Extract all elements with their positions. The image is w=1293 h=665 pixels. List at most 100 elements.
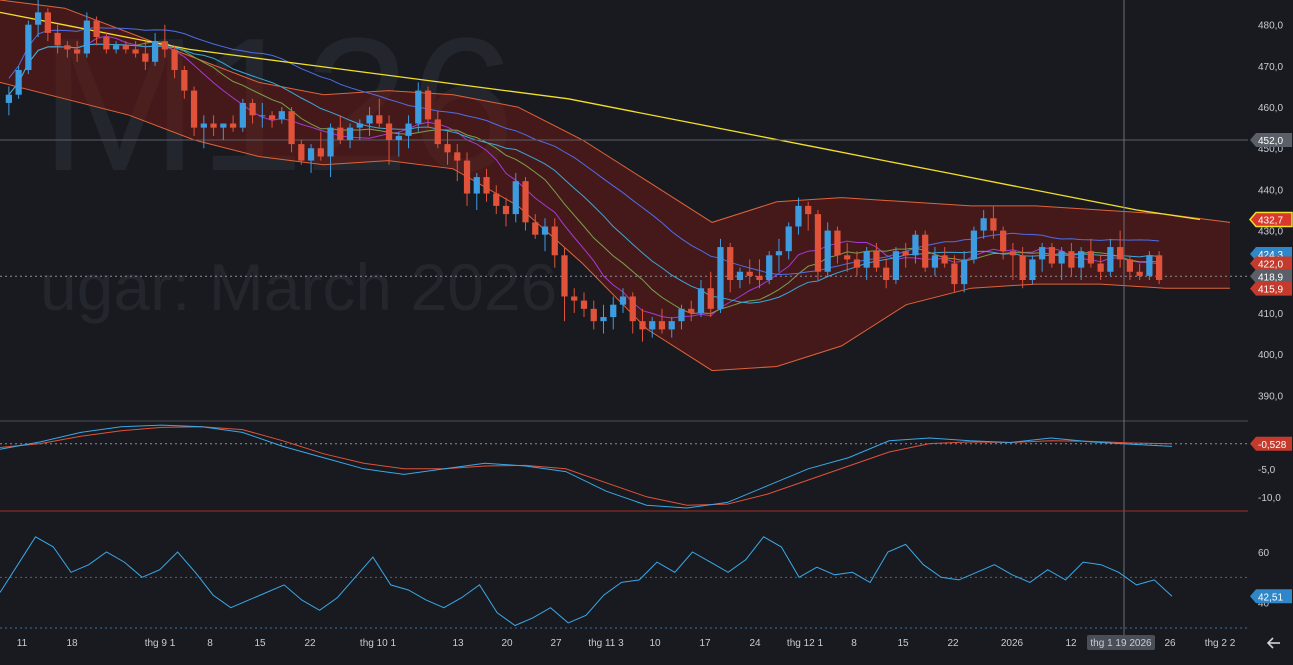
candle bbox=[346, 123, 354, 149]
macd-pane[interactable] bbox=[0, 424, 1248, 512]
candle-body bbox=[688, 308, 695, 313]
candle bbox=[190, 86, 198, 136]
candle-body bbox=[1029, 259, 1036, 280]
candle-body bbox=[668, 321, 675, 330]
rsi-pane[interactable] bbox=[0, 536, 1248, 629]
candle bbox=[132, 41, 139, 58]
candle bbox=[220, 123, 227, 140]
candle-body bbox=[746, 271, 753, 276]
price-tick-label: 400,0 bbox=[1258, 350, 1283, 361]
time-tick-label: 24 bbox=[749, 638, 761, 649]
envelope-upper-line bbox=[0, 0, 1231, 223]
candle bbox=[844, 242, 851, 272]
candle bbox=[259, 102, 266, 128]
price-tag-label: 422,0 bbox=[1258, 260, 1283, 271]
candle bbox=[239, 98, 246, 132]
candle-body bbox=[912, 234, 919, 256]
arrow-left-icon[interactable] bbox=[1266, 637, 1280, 649]
candle bbox=[1117, 230, 1124, 268]
price-tick-label: 450,0 bbox=[1258, 144, 1283, 155]
candle bbox=[883, 259, 890, 289]
candle bbox=[707, 271, 714, 318]
candle bbox=[1078, 247, 1085, 280]
main-price-pane[interactable] bbox=[0, 0, 1248, 636]
time-tick-label: 20 bbox=[501, 638, 513, 649]
candle bbox=[395, 131, 402, 157]
candle bbox=[249, 98, 256, 124]
candle bbox=[493, 185, 500, 215]
candle-body bbox=[415, 90, 422, 124]
candle bbox=[151, 32, 159, 66]
candle-body bbox=[1039, 247, 1046, 260]
candle-body bbox=[307, 148, 315, 161]
candle-body bbox=[883, 267, 890, 280]
time-tick-label: 22 bbox=[304, 638, 316, 649]
candle-body bbox=[961, 259, 968, 285]
price-tag: 415,9 bbox=[1250, 281, 1292, 296]
candle-body bbox=[1048, 247, 1056, 264]
candle-body bbox=[34, 12, 42, 25]
candle bbox=[434, 111, 441, 149]
candle-body bbox=[249, 102, 256, 116]
price-axis: 480,0 470,0 460,0 450,0 440,0 430,0 410,0 400,0… bbox=[1258, 21, 1283, 610]
candle bbox=[93, 16, 100, 46]
candle bbox=[795, 197, 802, 235]
candle bbox=[1029, 255, 1036, 285]
candle-body bbox=[970, 230, 978, 260]
candle-body bbox=[366, 115, 373, 124]
candle bbox=[746, 259, 753, 285]
price-tag-shape bbox=[1250, 269, 1292, 284]
candle-body bbox=[395, 135, 402, 140]
candle bbox=[307, 144, 315, 173]
candle-body bbox=[288, 111, 295, 145]
candle bbox=[1126, 255, 1134, 280]
candle-body bbox=[493, 193, 500, 206]
candle bbox=[834, 226, 841, 264]
candle-body bbox=[1156, 255, 1163, 280]
rsi-tick-label: 60 bbox=[1258, 548, 1270, 559]
candle-body bbox=[200, 123, 207, 128]
candle bbox=[356, 119, 363, 140]
candle-body bbox=[93, 20, 100, 38]
envelope-lower-line bbox=[0, 81, 1230, 372]
price-tag-label: 452,0 bbox=[1258, 136, 1283, 147]
candle bbox=[1058, 247, 1065, 280]
candle-body bbox=[814, 214, 822, 272]
candle bbox=[512, 172, 519, 223]
candle-body bbox=[1136, 271, 1143, 276]
candle-body bbox=[171, 49, 178, 70]
candle-body bbox=[834, 230, 841, 256]
time-tick-label: 8 bbox=[851, 638, 857, 649]
candle-body bbox=[561, 255, 568, 297]
candle-body bbox=[190, 90, 198, 128]
candle-body bbox=[1009, 251, 1017, 256]
candle-body bbox=[990, 218, 997, 231]
price-tick-label: 440,0 bbox=[1258, 185, 1283, 196]
candle bbox=[1146, 251, 1153, 280]
candle-body bbox=[941, 255, 948, 264]
candle-body bbox=[444, 144, 451, 153]
candle bbox=[171, 45, 178, 79]
candle-body bbox=[73, 49, 81, 54]
candle-body bbox=[1097, 263, 1104, 272]
candle-body bbox=[951, 263, 958, 285]
time-tick-label: 15 bbox=[897, 638, 909, 649]
ma-slow-line bbox=[8, 43, 1160, 304]
candle-body bbox=[161, 41, 168, 50]
price-tag-shape bbox=[1250, 256, 1292, 271]
candle bbox=[824, 222, 831, 276]
candle-body bbox=[454, 152, 461, 161]
price-tag-shape bbox=[1250, 589, 1292, 604]
price-tag-shape bbox=[1249, 211, 1293, 228]
price-tag-label: 418,9 bbox=[1258, 272, 1283, 283]
candle-body bbox=[327, 127, 334, 157]
candle-body bbox=[610, 304, 617, 318]
candle bbox=[727, 242, 734, 293]
candle bbox=[337, 115, 344, 145]
time-tick-label: thg 9 1 bbox=[145, 638, 176, 649]
crosshair-date-box bbox=[1087, 635, 1155, 650]
candle-body bbox=[541, 226, 549, 235]
candle bbox=[1039, 242, 1046, 272]
candle-body bbox=[892, 251, 900, 280]
